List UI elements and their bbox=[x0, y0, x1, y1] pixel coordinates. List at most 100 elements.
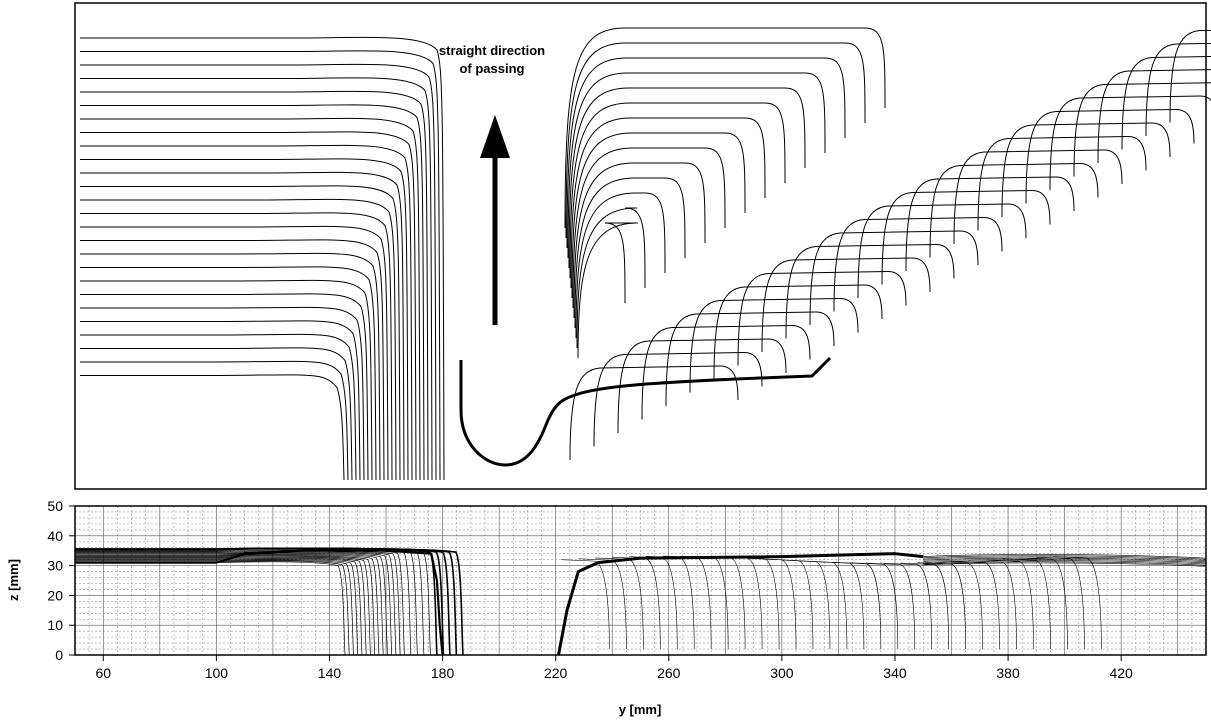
bottom-profile-right bbox=[730, 557, 780, 650]
bottom-tail-line bbox=[923, 559, 1207, 564]
top-profile-mid bbox=[568, 87, 806, 269]
top-profile-left bbox=[80, 77, 433, 481]
top-profile-left bbox=[80, 293, 369, 481]
top-profile-left bbox=[80, 171, 405, 481]
top-profile-stair bbox=[1049, 95, 1211, 191]
top-profile-left bbox=[80, 90, 429, 481]
x-tick-label: 340 bbox=[883, 665, 907, 681]
bottom-profile-left bbox=[75, 552, 388, 656]
bottom-profile-left bbox=[75, 547, 464, 656]
bottom-profile-left bbox=[75, 558, 359, 656]
bottom-tail-line bbox=[923, 557, 1207, 563]
bottom-profile-left bbox=[75, 547, 445, 656]
top-profile-mid bbox=[572, 147, 726, 309]
top-profile-stair bbox=[1025, 108, 1195, 204]
y-tick-label: 10 bbox=[47, 617, 63, 633]
bottom-tail-line bbox=[923, 554, 1207, 559]
bottom-tail-line bbox=[923, 561, 1207, 566]
top-profile-stair bbox=[1001, 122, 1171, 218]
top-profile-stair bbox=[641, 324, 811, 420]
top-profile-mid bbox=[576, 207, 646, 349]
bottom-profile-left bbox=[75, 556, 371, 656]
bottom-profile-left bbox=[75, 553, 384, 656]
bottom-tail-line bbox=[923, 560, 1207, 565]
top-profile-stair bbox=[737, 270, 907, 366]
x-tick-labels: 60 100 140 180 220 260 300 340 380 420 bbox=[95, 655, 1133, 681]
x-tick-label: 420 bbox=[1109, 665, 1133, 681]
top-profile-left bbox=[80, 144, 413, 481]
x-tick-label: 140 bbox=[318, 665, 342, 681]
top-profile-left bbox=[80, 131, 417, 481]
bold-probe-path bbox=[459, 356, 832, 467]
top-profile-stair bbox=[1073, 82, 1211, 177]
bottom-profile-left bbox=[75, 547, 451, 656]
bottom-profile-right bbox=[578, 558, 627, 650]
top-profile-stair bbox=[1145, 42, 1211, 137]
top-profile-left bbox=[80, 63, 437, 481]
bottom-profile-left bbox=[75, 557, 363, 656]
grid bbox=[74, 505, 1207, 656]
top-profile-stair bbox=[785, 243, 955, 339]
x-tick-label: 380 bbox=[996, 665, 1020, 681]
bottom-profile-right bbox=[747, 557, 797, 650]
top-profile-stair bbox=[929, 162, 1099, 258]
x-tick-label: 260 bbox=[657, 665, 681, 681]
direction-arrow bbox=[480, 115, 510, 325]
bottom-tail-line bbox=[923, 562, 1207, 567]
top-profile-left bbox=[80, 239, 385, 481]
top-profile-stair bbox=[833, 216, 1003, 312]
bottom-profile-right bbox=[934, 561, 983, 650]
top-profile-left bbox=[80, 212, 393, 481]
top-profile-stair bbox=[905, 176, 1075, 272]
top-profile-stair bbox=[689, 297, 859, 393]
top-profile-left bbox=[80, 266, 377, 481]
x-tick-label: 220 bbox=[544, 665, 568, 681]
bottom-profile-right bbox=[968, 560, 1017, 650]
top-profile-left bbox=[80, 185, 401, 481]
top-profile-left bbox=[80, 347, 353, 481]
top-profile-left bbox=[80, 225, 389, 481]
y-tick-label: 40 bbox=[47, 528, 63, 544]
bottom-profile-left bbox=[75, 554, 380, 656]
top-profile-left bbox=[80, 333, 357, 481]
bottom-profile-left bbox=[75, 556, 367, 656]
x-tick-label: 100 bbox=[205, 665, 229, 681]
bottom-profile-left bbox=[75, 548, 425, 656]
bottom-profile-left bbox=[75, 548, 418, 656]
bottom-profile-right bbox=[900, 562, 949, 650]
bottom-profile-right bbox=[697, 556, 746, 650]
top-profile-left bbox=[80, 279, 373, 481]
y-axis-title: z [mm] bbox=[6, 559, 21, 601]
y-tick-label: 0 bbox=[55, 647, 63, 663]
bottom-profile-right bbox=[798, 560, 848, 650]
top-profile-stair bbox=[809, 230, 979, 326]
bottom-panel: 60 100 140 180 220 260 300 340 380 420 0 10 20 30 40 5… bbox=[6, 498, 1207, 717]
top-profile-mid bbox=[565, 42, 866, 239]
top-profile-mid bbox=[574, 177, 686, 329]
top-profile-left bbox=[80, 158, 409, 481]
top-profile-stair bbox=[881, 189, 1051, 285]
top-panel: straight direction of passing bbox=[74, 2, 1211, 490]
bottom-profile-right bbox=[815, 561, 865, 650]
bottom-tail-line bbox=[923, 555, 1207, 560]
top-profile-mid bbox=[575, 192, 666, 339]
bottom-series-line bbox=[557, 552, 924, 656]
bottom-profile-lines bbox=[75, 547, 1207, 656]
bottom-profile-left bbox=[75, 550, 397, 656]
bottom-profile-left bbox=[75, 561, 346, 656]
y-tick-labels: 0 10 20 30 40 50 bbox=[47, 498, 75, 663]
bottom-profile-right bbox=[561, 559, 610, 650]
bottom-profile-left bbox=[75, 559, 354, 656]
top-profile-mid bbox=[564, 27, 886, 229]
top-profile-stair bbox=[977, 135, 1147, 231]
top-profile-left bbox=[80, 306, 365, 481]
top-profile-left bbox=[80, 104, 425, 481]
annotation-line1: straight direction bbox=[439, 43, 545, 58]
top-profile-left bbox=[80, 50, 441, 481]
top-profile-mid bbox=[570, 117, 766, 289]
top-profile-left bbox=[80, 198, 397, 481]
bottom-profile-left bbox=[75, 555, 376, 656]
top-profile-stair bbox=[593, 351, 763, 447]
top-profile-left bbox=[80, 360, 349, 481]
top-profile-left bbox=[80, 374, 345, 481]
